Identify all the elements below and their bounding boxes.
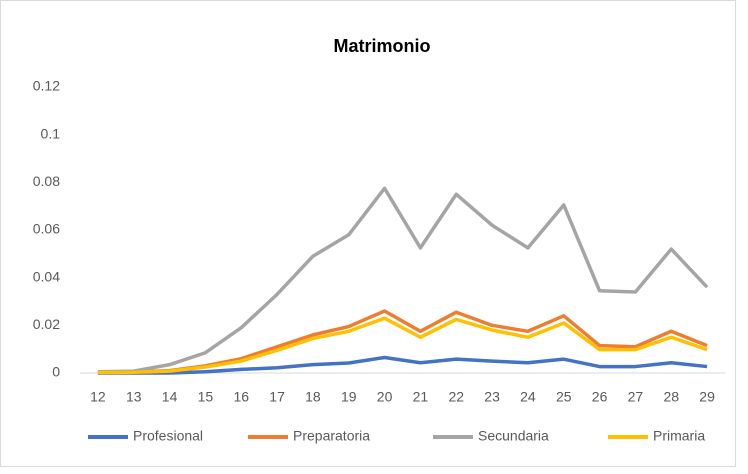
legend-label: Preparatoria <box>293 428 370 444</box>
x-tick-label: 15 <box>198 389 214 405</box>
x-tick-label: 14 <box>162 389 178 405</box>
y-tick-label: 0.02 <box>33 316 60 332</box>
x-tick-label: 20 <box>377 389 393 405</box>
legend-label: Profesional <box>133 428 203 444</box>
series-line <box>97 186 709 374</box>
y-tick-label: 0.12 <box>33 78 60 94</box>
x-tick-label: 17 <box>269 389 285 405</box>
x-tick-label: 24 <box>520 389 536 405</box>
x-tick-label: 23 <box>484 389 500 405</box>
x-tick-label: 21 <box>413 389 429 405</box>
x-tick-label: 19 <box>341 389 357 405</box>
x-tick-label: 28 <box>663 389 679 405</box>
legend-label: Primaria <box>653 428 705 444</box>
x-tick-label: 16 <box>233 389 249 405</box>
x-tick-label: 27 <box>628 389 644 405</box>
x-tick-label: 26 <box>592 389 608 405</box>
x-tick-label: 12 <box>90 389 106 405</box>
x-tick-label: 25 <box>556 389 572 405</box>
chart-title: Matrimonio <box>334 36 431 56</box>
x-tick-label: 29 <box>699 389 715 405</box>
legend-label: Secundaria <box>478 428 549 444</box>
y-tick-label: 0 <box>52 364 60 380</box>
chart-border <box>0 0 736 467</box>
x-tick-label: 22 <box>448 389 464 405</box>
y-tick-label: 0.04 <box>33 268 60 284</box>
series-line <box>97 316 708 375</box>
y-tick-label: 0.1 <box>41 125 61 141</box>
series-line <box>97 355 708 375</box>
x-tick-label: 18 <box>305 389 321 405</box>
y-tick-label: 0.08 <box>33 173 60 189</box>
x-tick-label: 13 <box>126 389 142 405</box>
y-tick-label: 0.06 <box>33 221 60 237</box>
